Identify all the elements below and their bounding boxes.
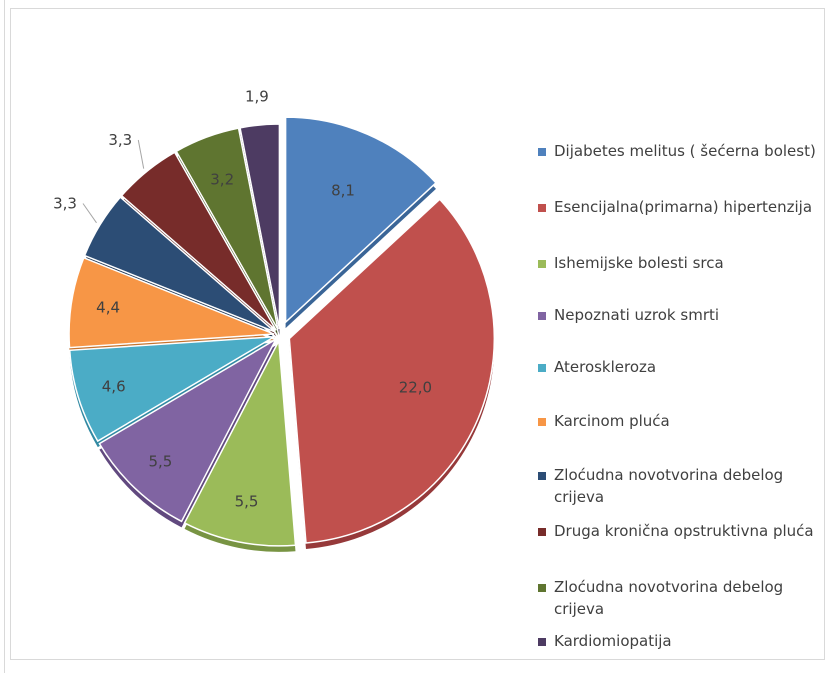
legend-item-1: Dijabetes melitus ( šećerna bolest) — [538, 140, 818, 162]
legend-label-6: Karcinom pluća — [554, 412, 670, 430]
legend-label-1: Dijabetes melitus ( šećerna bolest) — [554, 142, 816, 160]
data-label-10: 1,9 — [245, 87, 269, 105]
legend-item-7: Zloćudna novotvorina debelog crijeva — [538, 464, 818, 508]
legend-swatch-2 — [538, 204, 546, 212]
data-label-1: 8,1 — [331, 182, 355, 200]
crop-edge-line — [4, 0, 5, 673]
pie-slice-6 — [68, 256, 275, 349]
legend-swatch-7 — [538, 472, 546, 480]
pie-slice-3 — [183, 338, 297, 547]
data-label-7: 3,3 — [53, 195, 77, 213]
leader-line-7 — [82, 203, 97, 224]
legend-swatch-5 — [538, 364, 546, 372]
legend-label-8: Druga kronična opstruktivna pluća — [554, 522, 814, 540]
legend-swatch-4 — [538, 312, 546, 320]
pie-slice-7 — [83, 196, 276, 333]
pie-slice-8 — [120, 151, 277, 331]
legend-item-3: Ishemijske bolesti srca — [538, 252, 818, 274]
legend-item-8: Druga kronična opstruktivna pluća — [538, 520, 818, 542]
pie-slice-4 — [98, 337, 278, 523]
data-label-8: 3,3 — [108, 131, 132, 149]
legend-item-4: Nepoznati uzrok smrti — [538, 304, 818, 326]
data-label-3: 5,5 — [235, 493, 259, 511]
legend-swatch-1 — [538, 148, 546, 156]
data-label-5: 4,6 — [102, 377, 126, 395]
legend-label-9: Zloćudna novotvorina debelog crijeva — [554, 578, 784, 618]
legend-item-6: Karcinom pluća — [538, 410, 818, 432]
leader-line-8 — [137, 139, 145, 169]
pie-slice-10 — [239, 123, 281, 330]
legend-swatch-3 — [538, 260, 546, 268]
pie-slice-9 — [175, 127, 279, 330]
legend-label-3: Ishemijske bolesti srca — [554, 254, 724, 272]
legend-item-9: Zloćudna novotvorina debelog crijeva — [538, 576, 818, 620]
legend-label-10: Kardiomiopatija — [554, 632, 672, 650]
pie-slice-2 — [288, 198, 496, 544]
legend-item-10: Kardiomiopatija — [538, 630, 818, 652]
legend-label-2: Esencijalna(primarna) hipertenzija — [554, 198, 813, 216]
legend-item-2: Esencijalna(primarna) hipertenzija — [538, 196, 818, 218]
pie-slice-1 — [284, 116, 438, 324]
data-label-4: 5,5 — [148, 453, 172, 471]
legend-item-5: Ateroskleroza — [538, 356, 818, 378]
legend-swatch-6 — [538, 418, 546, 426]
legend-swatch-10 — [538, 638, 546, 646]
legend-swatch-8 — [538, 528, 546, 536]
legend-label-4: Nepoznati uzrok smrti — [554, 306, 720, 324]
pie-slice-5 — [68, 336, 275, 443]
data-label-6: 4,4 — [96, 299, 120, 317]
legend-label-7: Zloćudna novotvorina debelog crijeva — [554, 466, 784, 506]
data-label-9: 3,2 — [210, 171, 234, 189]
legend-label-5: Ateroskleroza — [554, 358, 657, 376]
data-label-2: 22,0 — [399, 379, 432, 397]
legend-swatch-9 — [538, 584, 546, 592]
